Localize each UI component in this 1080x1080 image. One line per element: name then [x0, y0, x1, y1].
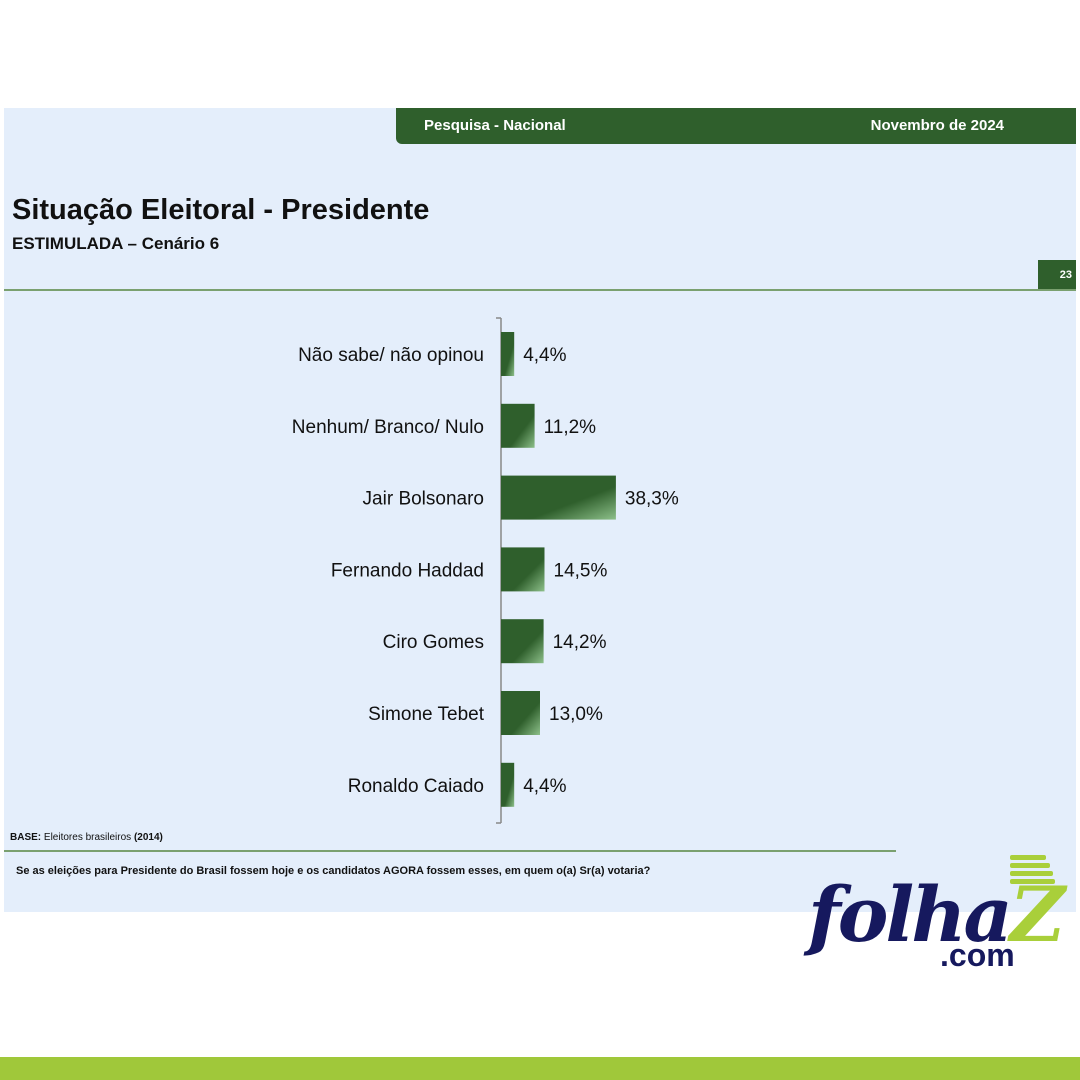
data-label: 13,0%	[549, 704, 603, 725]
header-survey-label: Pesquisa - Nacional	[424, 117, 566, 134]
base-count: (2014)	[133, 832, 163, 843]
chart-title: Situação Eleitoral - Presidente	[12, 194, 430, 226]
bar	[501, 475, 616, 520]
chart-subtitle: ESTIMULADA – Cenário 6	[12, 234, 220, 253]
base-text: Eleitores brasileiros	[43, 832, 132, 843]
category-label: Nenhum/ Branco/ Nulo	[292, 417, 484, 438]
category-label: Ronaldo Caiado	[348, 776, 484, 797]
header-bar: Pesquisa - Nacional Novembro de 2024	[396, 108, 1076, 144]
logo-z: Z	[1009, 870, 1066, 959]
category-label: Jair Bolsonaro	[363, 489, 484, 510]
bar	[501, 762, 515, 807]
category-label: Simone Tebet	[368, 704, 485, 725]
data-label: 14,5%	[554, 560, 608, 581]
survey-question: Se as eleições para Presidente do Brasil…	[16, 865, 651, 877]
base-label: BASE:	[10, 832, 42, 843]
base-note: BASE: Eleitores brasileiros (2014)	[10, 832, 163, 843]
logo-stripes	[1010, 855, 1055, 887]
logo-wordmark: folhaZ	[808, 877, 1065, 953]
data-label: 11,2%	[544, 417, 597, 438]
header-date-label: Novembro de 2024	[870, 117, 1004, 134]
category-label: Não sabe/ não opinou	[298, 345, 484, 366]
data-label: 14,2%	[553, 632, 607, 653]
slide: Pesquisa - Nacional Novembro de 2024 Sit…	[4, 108, 1076, 912]
logo-com: .com	[940, 937, 1015, 973]
data-label: 38,3%	[625, 489, 679, 510]
page-number: 23	[1038, 260, 1076, 290]
bar	[501, 403, 535, 448]
footer-accent-bar	[0, 1057, 1080, 1080]
bar	[501, 332, 515, 376]
bar-chart: Não sabe/ não opinou 4,4% Nenhum/ Branco/ …	[292, 317, 679, 824]
bar	[501, 619, 544, 664]
data-label: 4,4%	[523, 345, 566, 366]
logo-folha: folha	[808, 870, 1013, 959]
folhaz-logo: folhaZ .com	[808, 855, 1065, 975]
data-label: 4,4%	[523, 776, 566, 797]
top-divider	[4, 289, 1076, 291]
category-label: Fernando Haddad	[331, 560, 484, 581]
category-label: Ciro Gomes	[383, 632, 484, 653]
bottom-divider	[4, 850, 896, 852]
bar	[501, 691, 540, 735]
bar	[501, 547, 545, 592]
